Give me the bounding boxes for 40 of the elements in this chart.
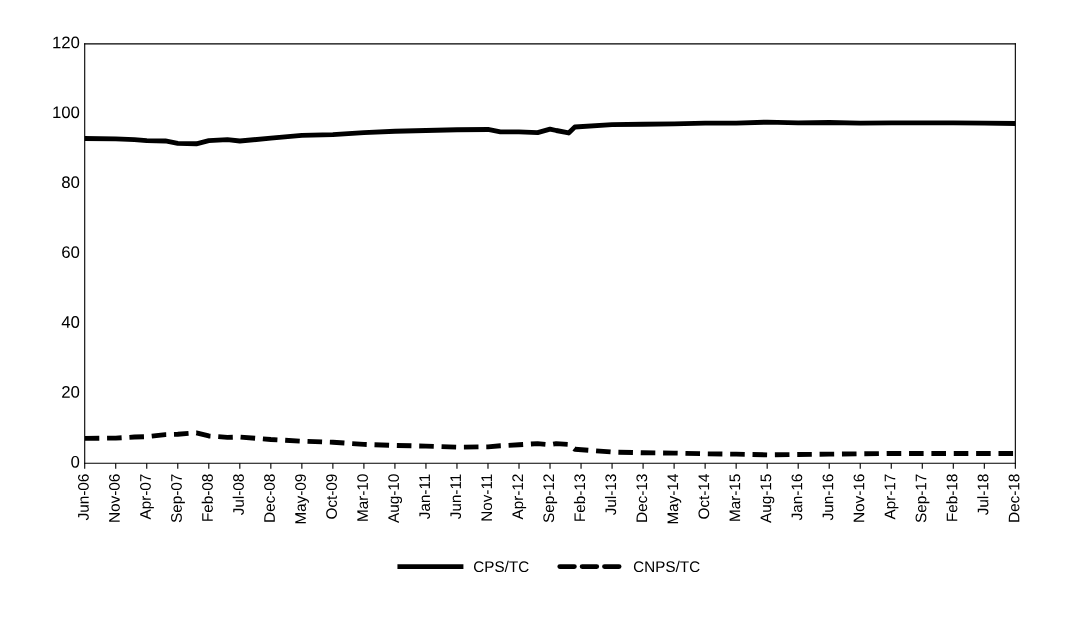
x-tick-label: Jun-06 [77, 474, 89, 521]
x-tick-label: Nov-16 [853, 474, 865, 522]
y-tick-label: 60 [62, 246, 80, 258]
x-tick-label: Feb-13 [573, 474, 586, 521]
x-tick-label: Jan-16 [791, 474, 803, 521]
y-tick-label: 100 [53, 106, 80, 119]
legend-label: CNPS/TC [633, 560, 700, 573]
y-tick-label: 0 [71, 455, 80, 468]
x-tick-label: Jun-16 [822, 474, 834, 521]
x-tick-label: Jan-11 [419, 474, 431, 519]
x-tick-label: Jul-08 [232, 474, 244, 516]
x-tick-label: Apr-12 [512, 474, 527, 520]
x-tick-label: May-09 [295, 474, 309, 524]
x-tick-label: Aug-15 [760, 474, 775, 523]
x-tick-label: Sep-12 [543, 474, 558, 523]
y-tick-label: 120 [53, 36, 80, 49]
x-tick-label: Mar-15 [729, 474, 741, 521]
x-tick-label: Oct-14 [698, 474, 710, 519]
y-tick-label: 40 [61, 316, 80, 328]
legend-label: CPS/TC [473, 560, 529, 573]
y-tick-label: 20 [62, 386, 80, 398]
x-tick-label: Dec-18 [1008, 474, 1020, 522]
x-tick-label: Dec-08 [264, 474, 275, 522]
x-tick-label: Sep-17 [915, 474, 930, 523]
x-tick-label: Nov-06 [109, 474, 120, 522]
x-tick-label: Mar-10 [357, 474, 368, 521]
x-tick-label: Jul-18 [977, 474, 989, 516]
x-tick-label: Apr-17 [884, 474, 899, 520]
x-tick-label: Dec-13 [636, 474, 648, 522]
x-tick-label: Aug-10 [388, 474, 403, 523]
y-tick-label: 80 [62, 176, 80, 189]
x-tick-label: Sep-07 [171, 474, 185, 523]
x-tick-label: Nov-11 [481, 474, 493, 521]
x-tick-label: Apr-07 [140, 474, 154, 520]
x-tick-label: Feb-08 [201, 474, 213, 521]
x-tick-label: Oct-09 [326, 474, 337, 519]
x-tick-label: Jun-11 [450, 474, 462, 519]
x-tick-label: May-14 [667, 474, 682, 524]
x-tick-label: Feb-18 [946, 474, 958, 521]
x-tick-label: Jul-13 [604, 474, 617, 516]
